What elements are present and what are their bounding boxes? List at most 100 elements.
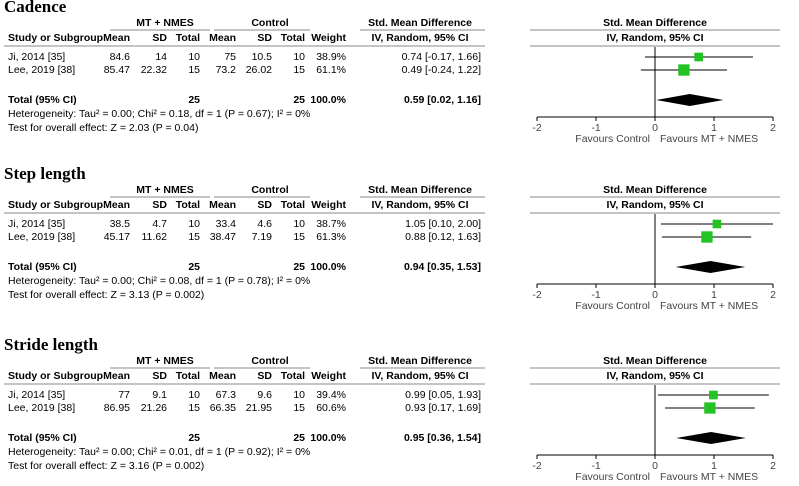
x-tick-label: -1 [591,460,600,472]
total-cell: 25 [188,94,200,106]
panel-title: Step length [4,164,86,183]
group-header: Std. Mean Difference [368,17,472,29]
x-tick-label: 2 [770,460,776,472]
group-header: Std. Mean Difference [368,184,472,196]
x-tick-label: -1 [591,289,600,301]
cell: 38.9% [316,51,346,63]
group-header: MT + NMES [136,355,193,367]
cell: 61.1% [316,64,346,76]
group-header: Std. Mean Difference [368,355,472,367]
cell: 10 [188,218,200,230]
column-header: Study or Subgroup [8,370,103,382]
cell: 77 [118,389,130,401]
study-square [701,231,713,243]
x-tick-label: 2 [770,289,776,301]
panel-title: Stride length [4,335,99,354]
column-header: IV, Random, 95% CI [371,370,468,382]
cell: 7.19 [252,231,273,243]
column-header: IV, Random, 95% CI [606,32,703,44]
cell: 26.02 [246,64,272,76]
column-header: Total [176,32,200,44]
column-header: Mean [209,199,236,211]
cell: 73.2 [216,64,237,76]
cell: 67.3 [216,389,237,401]
column-header: SD [152,199,167,211]
cell: 15 [293,231,305,243]
column-header: IV, Random, 95% CI [606,370,703,382]
cell: 14 [155,51,167,63]
total-effect: 0.94 [0.35, 1.53] [404,261,481,273]
cell: 61.3% [316,231,346,243]
cell: 10.5 [252,51,273,63]
column-header: Total [281,32,305,44]
x-tick-label: 0 [652,460,658,472]
cell: 85.47 [104,64,130,76]
x-tick-label: 1 [711,122,717,134]
column-header: Total [176,370,200,382]
column-header: Study or Subgroup [8,199,103,211]
study-square [678,64,690,76]
group-header: Std. Mean Difference [603,17,707,29]
column-header: Weight [311,199,346,211]
cell: 45.17 [104,231,130,243]
cell: 15 [293,402,305,414]
study-square [709,390,718,400]
cell: 10 [293,389,305,401]
favours-label: Favours MT + NMES [660,133,758,145]
total-cell: 25 [188,261,200,273]
column-header: Mean [103,32,130,44]
column-header: Study or Subgroup [8,32,103,44]
column-header: Weight [311,370,346,382]
x-tick-label: 1 [711,460,717,472]
total-cell: 25 [188,432,200,444]
x-tick-label: -1 [591,122,600,134]
favours-label: Favours Control [575,133,650,145]
favours-label: Favours MT + NMES [660,300,758,312]
x-tick-label: -2 [532,122,541,134]
total-diamond [656,94,724,106]
effect-label: 0.49 [-0.24, 1.22] [402,64,481,76]
total-cell: 25 [293,261,305,273]
cell: 15 [188,231,200,243]
cell: 75 [224,51,236,63]
cell: 86.95 [104,402,130,414]
column-header: SD [152,370,167,382]
study-name: Lee, 2019 [38] [8,402,75,414]
group-header: Std. Mean Difference [603,355,707,367]
x-tick-label: 0 [652,289,658,301]
cell: 15 [188,402,200,414]
total-cell: 100.0% [310,261,346,273]
cell: 22.32 [141,64,167,76]
column-header: IV, Random, 95% CI [371,32,468,44]
cell: 4.7 [152,218,167,230]
cell: 21.95 [246,402,272,414]
column-header: SD [257,199,272,211]
cell: 66.35 [210,402,236,414]
panel-title: Cadence [4,0,67,16]
x-tick-label: 1 [711,289,717,301]
column-header: SD [152,32,167,44]
column-header: SD [257,32,272,44]
total-cell: 25 [293,94,305,106]
cell: 21.26 [141,402,167,414]
study-square [704,402,716,414]
effect-label: 0.93 [0.17, 1.69] [405,402,481,414]
x-tick-label: 0 [652,122,658,134]
cell: 60.6% [316,402,346,414]
x-tick-label: -2 [532,460,541,472]
cell: 9.1 [152,389,167,401]
column-header: Weight [311,32,346,44]
total-diamond [676,432,746,444]
column-header: Mean [209,370,236,382]
cell: 10 [293,51,305,63]
x-tick-label: 2 [770,122,776,134]
column-header: IV, Random, 95% CI [371,199,468,211]
study-name: Lee, 2019 [38] [8,64,75,76]
group-header: Std. Mean Difference [603,184,707,196]
study-square [694,52,703,62]
overall-effect: Test for overall effect: Z = 3.16 (P = 0… [8,460,204,472]
column-header: IV, Random, 95% CI [606,199,703,211]
heterogeneity: Heterogeneity: Tau² = 0.00; Chi² = 0.18,… [8,108,310,120]
cell: 38.7% [316,218,346,230]
